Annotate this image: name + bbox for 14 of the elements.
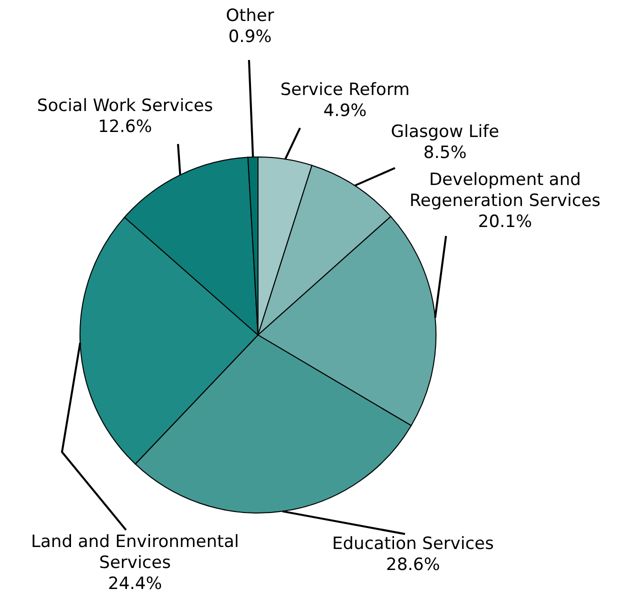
- data-label: 20.1%: [478, 212, 532, 232]
- data-label: 28.6%: [386, 555, 440, 575]
- slice-label: Education Services: [332, 534, 494, 554]
- slice-label: Service Reform: [280, 80, 410, 100]
- slice-label: Glasgow Life: [390, 122, 500, 142]
- slice-label: Social Work Services: [37, 96, 214, 116]
- slice-label: Other: [226, 6, 274, 26]
- slice-label: Development and Regeneration Services: [409, 170, 601, 211]
- data-label: 0.9%: [228, 27, 272, 47]
- data-label: 4.9%: [323, 101, 367, 121]
- slice-label: Land and Environmental Services: [31, 532, 239, 573]
- data-label: 12.6%: [98, 117, 152, 137]
- data-label: 8.5%: [423, 143, 467, 163]
- data-label: 24.4%: [108, 574, 162, 594]
